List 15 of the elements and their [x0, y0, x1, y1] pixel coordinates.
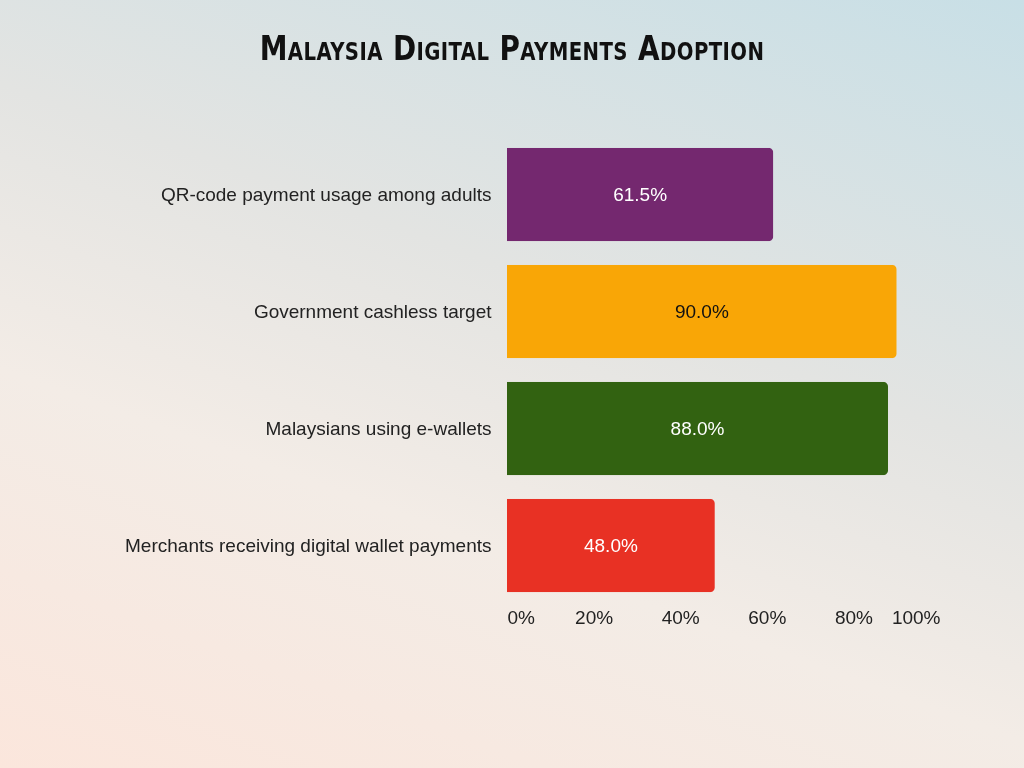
- y-tick-label: Merchants receiving digital wallet payments: [125, 534, 492, 556]
- chart-title: Malaysia Digital Payments Adoption: [258, 28, 766, 68]
- y-tick-label: QR-code payment usage among adults: [160, 183, 492, 205]
- data-label: 88.0%: [670, 417, 725, 439]
- y-tick-label: Malaysians using e-wallets: [265, 417, 492, 439]
- y-tick-label: Government cashless target: [253, 300, 493, 322]
- x-tick-label: 60%: [748, 606, 787, 628]
- data-label: 90.0%: [674, 300, 729, 322]
- x-tick-label: 40%: [661, 606, 700, 628]
- data-label: 61.5%: [613, 183, 668, 205]
- x-tick-label: 0%: [507, 606, 536, 628]
- x-tick-label: 20%: [575, 606, 614, 628]
- x-tick-label: 80%: [834, 606, 874, 628]
- data-label: 48.0%: [583, 534, 638, 556]
- x-tick-label: 100%: [891, 606, 941, 628]
